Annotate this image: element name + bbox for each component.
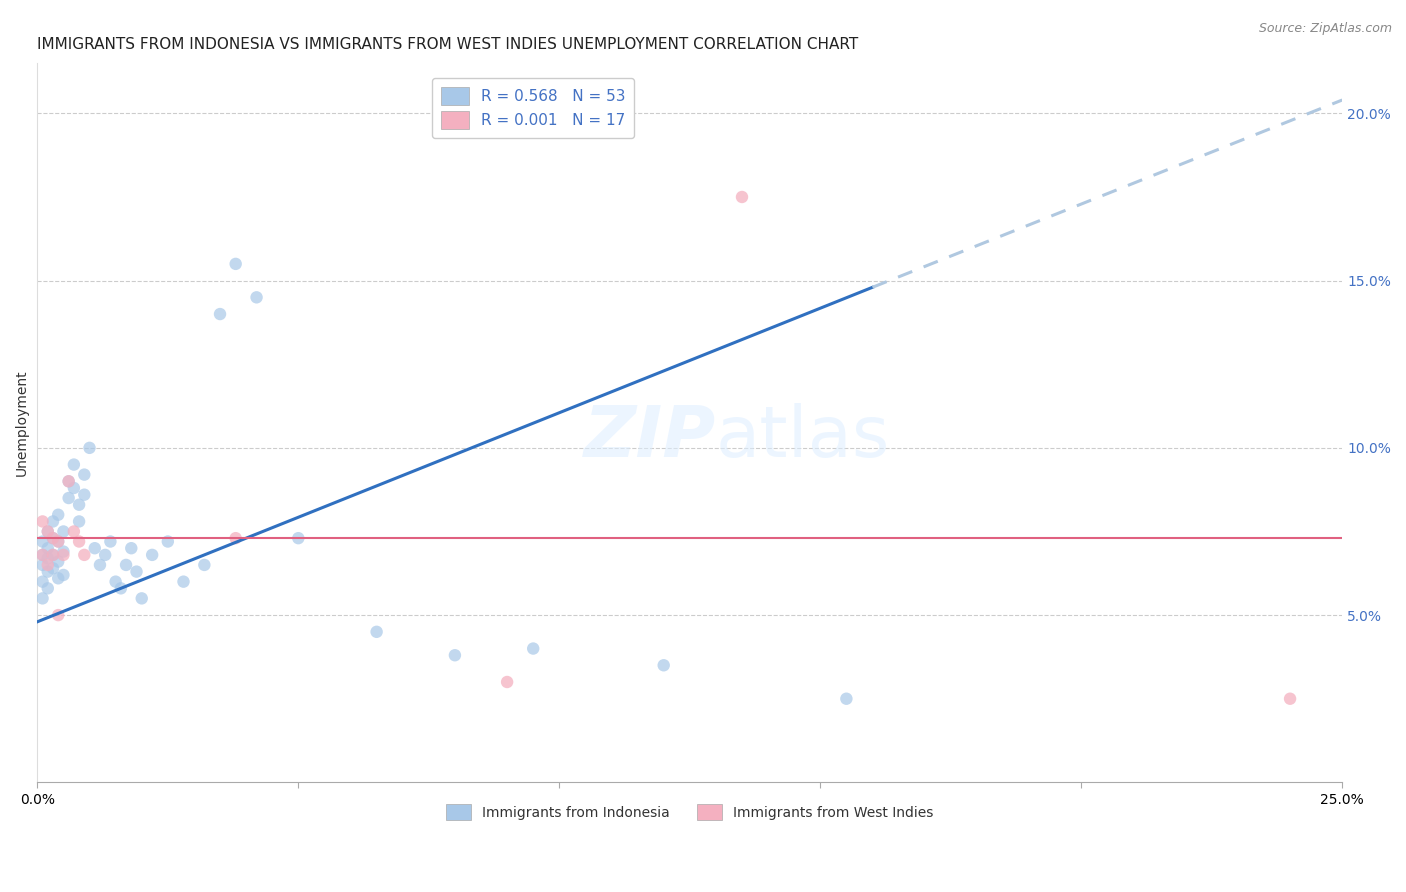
Y-axis label: Unemployment: Unemployment (15, 369, 30, 476)
Point (73, 548, 96, 562)
Point (131, 591, 153, 606)
Point (125, 565, 148, 579)
Point (100, 534, 122, 549)
Point (46, 534, 69, 549)
Point (37, 565, 59, 579)
Text: IMMIGRANTS FROM INDONESIA VS IMMIGRANTS FROM WEST INDIES UNEMPLOYMENT CORRELATIO: IMMIGRANTS FROM INDONESIA VS IMMIGRANTS … (38, 37, 859, 53)
Point (52, 548, 75, 562)
Point (366, 624, 388, 639)
Point (73, 488, 96, 502)
Point (42, 548, 65, 562)
Point (31, 558, 53, 572)
Point (120, 541, 142, 556)
Point (63, 524, 86, 539)
Point (79, 441, 101, 455)
Point (42, 531, 65, 545)
Point (522, 641, 544, 656)
Point (287, 531, 309, 545)
Point (31, 591, 53, 606)
Point (31, 548, 53, 562)
Point (444, 648, 467, 663)
Point (31, 515, 53, 529)
Point (52, 524, 75, 539)
Point (173, 574, 195, 589)
Point (37, 551, 59, 566)
Point (46, 555, 69, 569)
Point (58, 475, 80, 489)
Point (245, 290, 267, 304)
Point (46, 534, 69, 549)
Point (52, 568, 75, 582)
Point (104, 574, 127, 589)
Point (225, 257, 247, 271)
Point (94, 548, 117, 562)
Point (37, 558, 59, 572)
Point (83, 541, 105, 556)
Point (42, 548, 65, 562)
Point (89, 558, 111, 572)
Point (110, 582, 132, 596)
Text: atlas: atlas (716, 402, 890, 472)
Point (73, 467, 96, 482)
Point (652, 658, 675, 673)
Point (46, 571, 69, 585)
Point (63, 481, 86, 495)
Point (731, 190, 754, 204)
Text: Source: ZipAtlas.com: Source: ZipAtlas.com (1258, 22, 1392, 36)
Point (37, 582, 59, 596)
Point (31, 548, 53, 562)
Point (496, 675, 519, 690)
Text: ZIP: ZIP (583, 402, 716, 472)
Point (835, 691, 858, 706)
Point (208, 307, 231, 321)
Point (37, 524, 59, 539)
Point (67, 534, 90, 549)
Point (42, 531, 65, 545)
Point (67, 498, 90, 512)
Point (63, 458, 86, 472)
Point (1279, 691, 1302, 706)
Point (52, 544, 75, 558)
Point (58, 475, 80, 489)
Point (193, 558, 215, 572)
Point (42, 561, 65, 575)
Point (37, 541, 59, 556)
Point (46, 508, 69, 522)
Point (156, 534, 179, 549)
Point (58, 491, 80, 505)
Point (31, 534, 53, 549)
Point (225, 531, 247, 545)
Point (31, 574, 53, 589)
Legend: Immigrants from Indonesia, Immigrants from West Indies: Immigrants from Indonesia, Immigrants fr… (440, 798, 939, 826)
Point (141, 548, 163, 562)
Point (37, 524, 59, 539)
Point (67, 515, 90, 529)
Point (46, 608, 69, 623)
Point (42, 515, 65, 529)
Point (115, 558, 138, 572)
